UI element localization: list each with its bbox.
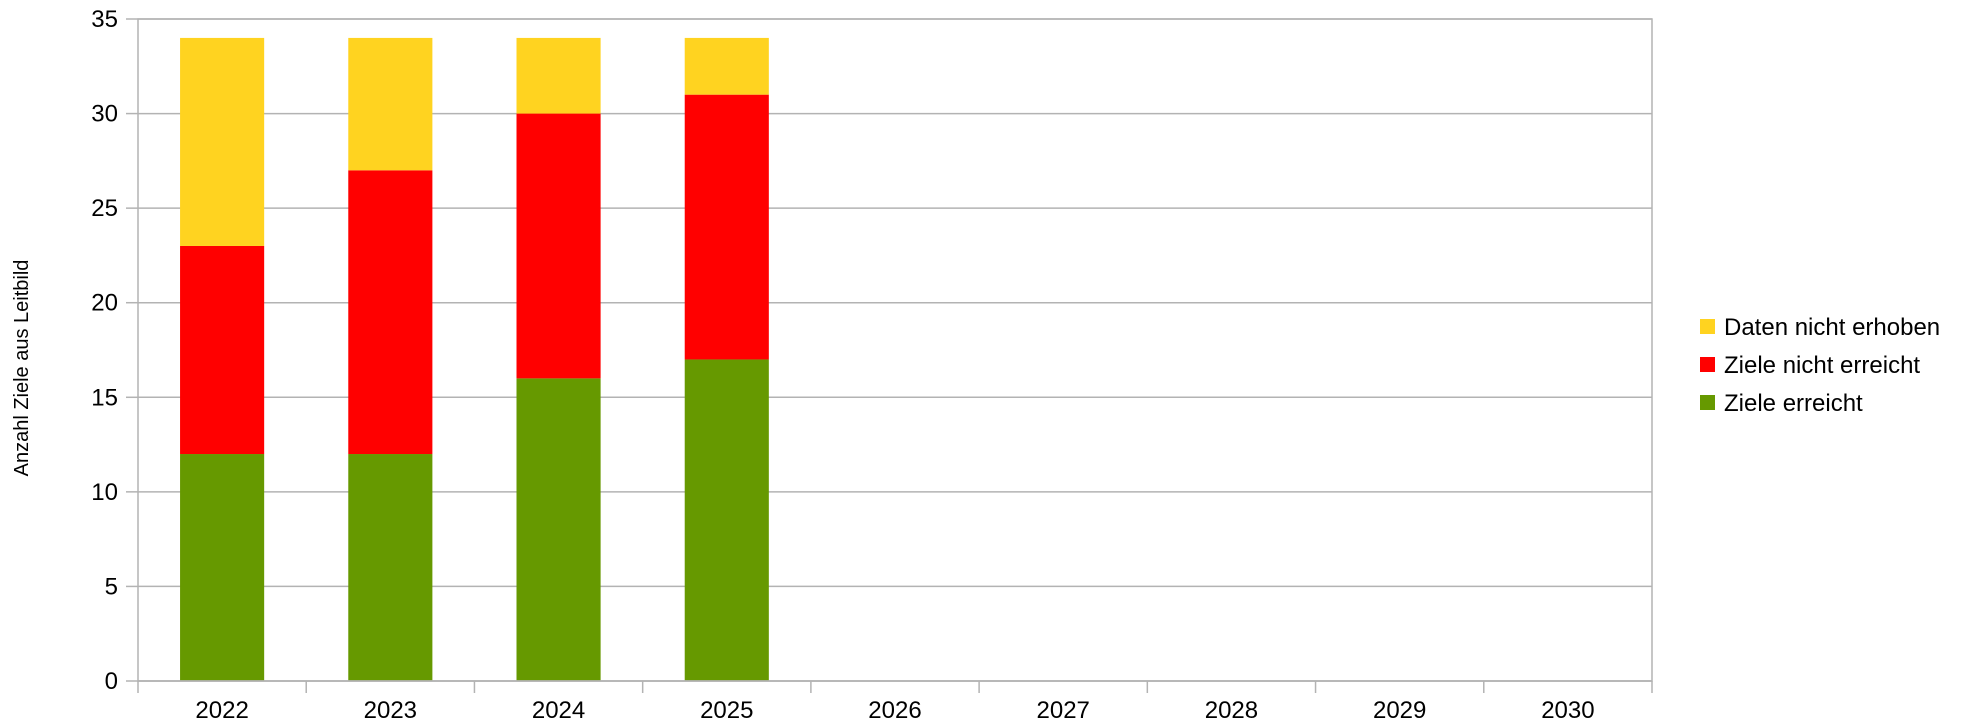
bar-segment-ziele-nicht-erreicht-2024 [516,113,601,379]
y-axis-title: Anzahl Ziele aus Leitbild [11,260,33,477]
legend-swatch [1700,357,1715,372]
y-tick-label: 20 [91,290,118,317]
legend-label: Ziele erreicht [1724,390,1863,417]
bar-segment-daten-nicht-erhoben-2024 [516,37,601,114]
bar-segment-ziele-erreicht-2025 [684,359,769,681]
x-tick-label: 2022 [195,697,248,724]
bar-segment-daten-nicht-erhoben-2025 [684,37,769,95]
x-tick-label: 2027 [1037,697,1090,724]
bar-segment-ziele-erreicht-2022 [180,454,265,681]
bar-segment-daten-nicht-erhoben-2023 [348,37,433,171]
bars [180,37,769,681]
bar-segment-ziele-nicht-erreicht-2025 [684,94,769,360]
axes [126,18,1653,693]
legend-label: Ziele nicht erreicht [1724,352,1920,379]
x-tick-label: 2028 [1205,697,1258,724]
bar-segment-ziele-erreicht-2024 [516,378,601,681]
y-tick-label: 10 [91,479,118,506]
legend-label: Daten nicht erhoben [1724,314,1940,341]
bar-segment-daten-nicht-erhoben-2022 [180,37,265,246]
x-tick-label: 2030 [1541,697,1594,724]
legend-swatch [1700,319,1715,334]
x-tick-labels: 2022 2023 2024 2025 2026 2027 2028 2029 2030 [195,697,1594,724]
x-tick-label: 2024 [532,697,585,724]
legend: Daten nicht erhoben Ziele nicht erreicht Z… [1700,314,1940,417]
bar-segment-ziele-nicht-erreicht-2022 [180,245,265,455]
bar-segment-ziele-nicht-erreicht-2023 [348,170,433,455]
legend-swatch [1700,395,1715,410]
bar-segment-ziele-erreicht-2023 [348,454,433,681]
y-tick-label: 5 [105,573,118,600]
y-tick-label: 15 [91,384,118,411]
y-tick-label: 35 [91,6,118,33]
x-tick-label: 2023 [364,697,417,724]
x-tick-label: 2029 [1373,697,1426,724]
y-tick-label: 0 [105,668,118,695]
y-tick-label: 30 [91,101,118,128]
y-tick-label: 25 [91,195,118,222]
x-tick-label: 2025 [700,697,753,724]
x-tick-label: 2026 [868,697,921,724]
y-tick-labels: 0 5 10 15 20 25 30 35 [91,6,118,695]
